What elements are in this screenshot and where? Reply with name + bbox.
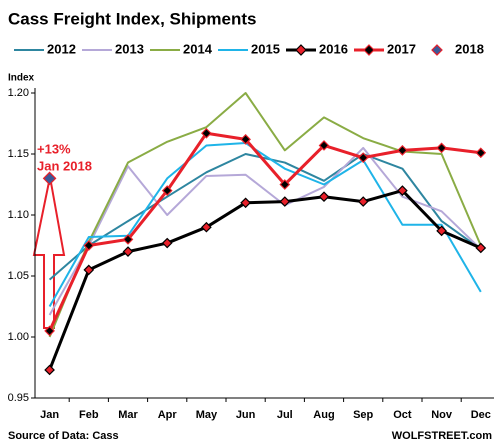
y-tick-label: 0.95 (8, 392, 29, 404)
legend-label: 2018 (455, 41, 484, 56)
source: Source of Data: Cass (8, 430, 119, 442)
x-tick-label: Dec (471, 409, 491, 421)
x-tick-label: Oct (393, 409, 412, 421)
chart-title: Cass Freight Index, Shipments (8, 9, 256, 28)
series-line (48, 142, 482, 307)
marker (42, 171, 57, 186)
x-tick-label: May (196, 409, 218, 421)
x-tick-label: Aug (313, 409, 334, 421)
legend-label: 2013 (115, 41, 144, 56)
marker (279, 179, 291, 190)
marker (397, 144, 408, 156)
series-line (48, 92, 482, 338)
marker (201, 221, 212, 233)
credit: WOLFSTREET.com (392, 430, 492, 442)
marker (279, 196, 291, 207)
y-tick-label: 1.20 (8, 87, 29, 99)
annotation: Jan 2018 (37, 158, 92, 173)
x-tick-label: Mar (118, 409, 138, 421)
marker (83, 264, 95, 276)
marker (240, 134, 251, 145)
y-tick-label: 1.00 (8, 331, 29, 343)
legend-label: 2016 (319, 41, 348, 56)
x-tick-label: Sep (353, 409, 373, 421)
marker (161, 237, 173, 249)
marker (201, 127, 212, 139)
marker (318, 140, 330, 151)
marker (83, 240, 95, 251)
annotation: +13% (37, 141, 71, 156)
marker (122, 246, 134, 257)
x-tick-label: Jul (277, 409, 293, 421)
legend-label: 2015 (251, 41, 280, 56)
legend-marker (295, 44, 307, 56)
x-tick-label: Jun (236, 409, 256, 421)
x-tick-label: Feb (79, 409, 99, 421)
marker (161, 185, 173, 196)
marker (436, 225, 447, 237)
x-tick-label: Jan (40, 409, 59, 421)
arrow (32, 176, 66, 329)
y-tick-label: 1.05 (8, 270, 29, 282)
marker (357, 152, 369, 164)
marker (318, 191, 330, 203)
marker (397, 185, 408, 196)
marker (357, 196, 369, 207)
y-tick-label: 1.15 (8, 148, 29, 160)
y-tick-label: 1.10 (8, 209, 29, 221)
legend-marker (431, 44, 443, 56)
marker (475, 147, 487, 159)
series-line (48, 153, 482, 281)
series-line (48, 189, 482, 371)
legend-label: 2017 (387, 41, 416, 56)
legend-label: 2012 (47, 41, 76, 56)
series-line (48, 131, 481, 332)
legend-label: 2014 (183, 41, 213, 56)
x-tick-label: Apr (158, 409, 178, 421)
series-line (48, 146, 482, 316)
marker (44, 325, 55, 337)
marker (122, 234, 134, 245)
x-tick-label: Nov (431, 409, 453, 421)
legend-marker (363, 44, 375, 56)
marker (44, 364, 55, 376)
marker (436, 142, 447, 154)
marker (240, 197, 251, 209)
y-axis-label: Index (8, 73, 35, 84)
marker (475, 242, 487, 254)
